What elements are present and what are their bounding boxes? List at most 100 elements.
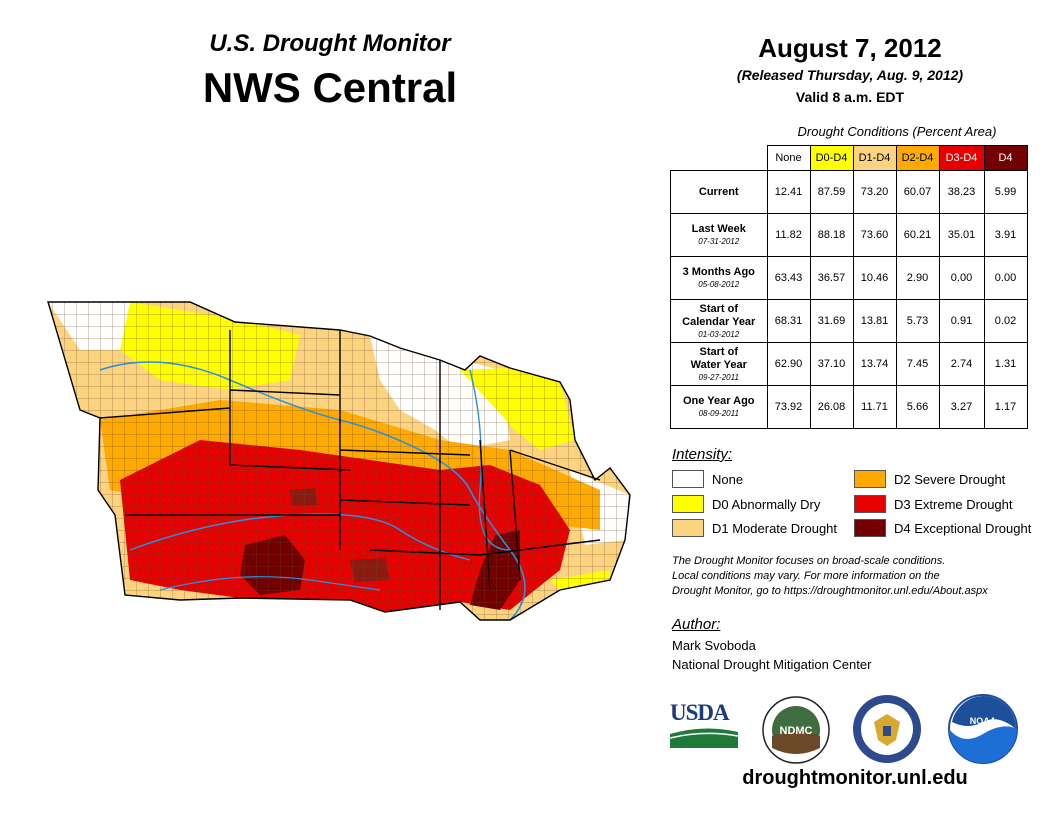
row-label-text: Water Year bbox=[690, 358, 747, 371]
value-cell: 11.71 bbox=[852, 385, 897, 429]
value-cell: 37.10 bbox=[809, 342, 854, 386]
note-line: Drought Monitor, go to https://droughtmo… bbox=[672, 585, 988, 597]
value-cell: 0.02 bbox=[983, 299, 1028, 343]
value-cell: 73.20 bbox=[852, 170, 897, 214]
value-cell: 0.00 bbox=[938, 256, 985, 300]
table-row: Start of Water Year 09-27-2011 62.90 37.10 13… bbox=[670, 342, 1028, 386]
value-cell: 13.81 bbox=[852, 299, 897, 343]
map-title: NWS Central bbox=[202, 64, 458, 111]
row-label-date: 05-08-2012 bbox=[698, 280, 740, 289]
drought-areas bbox=[48, 302, 630, 620]
value-cell: 0.00 bbox=[983, 256, 1028, 300]
ndmc-logo: NDMC bbox=[762, 696, 830, 764]
header-d0-d4: D0-D4 bbox=[809, 145, 854, 171]
value-cell: 1.31 bbox=[983, 342, 1028, 386]
value-cell: 2.90 bbox=[895, 256, 940, 300]
row-label: Last Week 07-31-2012 bbox=[670, 213, 768, 257]
value-cell: 5.73 bbox=[895, 299, 940, 343]
legend-label: D0 Abnormally Dry bbox=[712, 496, 821, 512]
value-cell: 60.07 bbox=[895, 170, 940, 214]
legend-item-d2: D2 Severe Drought bbox=[854, 470, 1005, 488]
value-cell: 31.69 bbox=[809, 299, 854, 343]
author-name: Mark Svoboda bbox=[672, 638, 756, 653]
disclaimer-note: The Drought Monitor focuses on broad-sca… bbox=[672, 554, 1042, 599]
header-d3-d4: D3-D4 bbox=[938, 145, 985, 171]
row-label-date: 08-09-2011 bbox=[698, 409, 739, 418]
author-org: National Drought Mitigation Center bbox=[672, 657, 872, 672]
author-title: Author: bbox=[672, 616, 721, 633]
row-label-text: Start of bbox=[699, 345, 739, 358]
value-cell: 3.27 bbox=[938, 385, 985, 429]
legend-item-d1: D1 Moderate Drought bbox=[672, 519, 837, 537]
header-d4: D4 bbox=[983, 145, 1028, 171]
table-row: Start of Calendar Year 01-03-2012 68.31 31.6… bbox=[670, 299, 1028, 343]
table-row: One Year Ago 08-09-2011 73.92 26.08 11.71 5.6… bbox=[670, 385, 1028, 429]
value-cell: 13.74 bbox=[852, 342, 897, 386]
row-label: 3 Months Ago 05-08-2012 bbox=[670, 256, 768, 300]
row-label-text: Current bbox=[698, 185, 739, 198]
header-d1-d4: D1-D4 bbox=[852, 145, 897, 171]
row-label-text: One Year Ago bbox=[682, 395, 755, 407]
value-cell: 88.18 bbox=[809, 213, 854, 257]
value-cell: 38.23 bbox=[938, 170, 985, 214]
row-label-date: 07-31-2012 bbox=[698, 237, 740, 246]
header-none: None bbox=[766, 145, 811, 171]
value-cell: 0.91 bbox=[938, 299, 985, 343]
row-label: Start of Water Year 09-27-2011 bbox=[670, 342, 768, 386]
value-cell: 73.60 bbox=[852, 213, 897, 257]
table-row: Current 12.41 87.59 73.20 60.07 38.23 5.99 bbox=[670, 170, 1028, 214]
value-cell: 11.82 bbox=[766, 213, 811, 257]
release-date: (Released Thursday, Aug. 9, 2012) bbox=[736, 67, 964, 83]
row-label-date: 09-27-2011 bbox=[698, 372, 739, 382]
usda-logo-text: USDA bbox=[670, 700, 730, 725]
legend-label: D2 Severe Drought bbox=[894, 471, 1006, 487]
website-link[interactable]: droughtmonitor.unl.edu bbox=[742, 767, 968, 789]
commerce-seal-icon bbox=[853, 695, 921, 763]
legend-label: D1 Moderate Drought bbox=[712, 520, 838, 536]
valid-time: Valid 8 a.m. EDT bbox=[795, 89, 905, 105]
legend-label: D4 Exceptional Drought bbox=[894, 520, 1032, 536]
drought-conditions-table: None D0-D4 D1-D4 D2-D4 D3-D4 D4 Current 1… bbox=[670, 145, 1028, 429]
map-date: August 7, 2012 bbox=[758, 33, 942, 63]
map-subtitle: U.S. Drought Monitor bbox=[209, 30, 451, 57]
legend-swatch bbox=[854, 470, 886, 488]
row-label-text: Last Week bbox=[691, 223, 746, 235]
row-label-text: Start of bbox=[699, 302, 739, 315]
legend-swatch bbox=[854, 519, 886, 537]
row-label-date: 01-03-2012 bbox=[698, 329, 740, 339]
value-cell: 1.17 bbox=[983, 385, 1028, 429]
noaa-logo: NOAA bbox=[948, 694, 1018, 764]
value-cell: 10.46 bbox=[852, 256, 897, 300]
drought-map bbox=[47, 301, 631, 621]
value-cell: 12.41 bbox=[766, 170, 811, 214]
value-cell: 5.66 bbox=[895, 385, 940, 429]
table-header-row: None D0-D4 D1-D4 D2-D4 D3-D4 D4 bbox=[671, 145, 1028, 171]
value-cell: 87.59 bbox=[809, 170, 854, 214]
value-cell: 68.31 bbox=[766, 299, 811, 343]
header-spacer bbox=[671, 146, 768, 171]
value-cell: 62.90 bbox=[766, 342, 811, 386]
ndmc-logo-text: NDMC bbox=[780, 725, 813, 737]
note-line: The Drought Monitor focuses on broad-sca… bbox=[672, 555, 946, 567]
legend-swatch bbox=[672, 470, 704, 488]
table-caption: Drought Conditions (Percent Area) bbox=[797, 124, 997, 139]
value-cell: 73.92 bbox=[766, 385, 811, 429]
legend-label: None bbox=[712, 471, 744, 487]
row-label-text: 3 Months Ago bbox=[682, 266, 755, 278]
row-label-text: Calendar Year bbox=[682, 315, 756, 328]
usda-logo: USDA bbox=[669, 700, 739, 750]
row-label: Current bbox=[670, 170, 768, 214]
value-cell: 3.91 bbox=[983, 213, 1028, 257]
legend-swatch bbox=[672, 495, 704, 513]
value-cell: 5.99 bbox=[983, 170, 1028, 214]
value-cell: 60.21 bbox=[895, 213, 940, 257]
legend-swatch bbox=[672, 519, 704, 537]
value-cell: 2.74 bbox=[938, 342, 985, 386]
value-cell: 36.57 bbox=[809, 256, 854, 300]
table-row: Last Week 07-31-2012 11.82 88.18 73.60 60.21 3… bbox=[670, 213, 1028, 257]
legend-item-none: None bbox=[672, 470, 743, 488]
value-cell: 63.43 bbox=[766, 256, 811, 300]
value-cell: 7.45 bbox=[895, 342, 940, 386]
legend-swatch bbox=[854, 495, 886, 513]
legend-label: D3 Extreme Drought bbox=[894, 496, 1013, 512]
